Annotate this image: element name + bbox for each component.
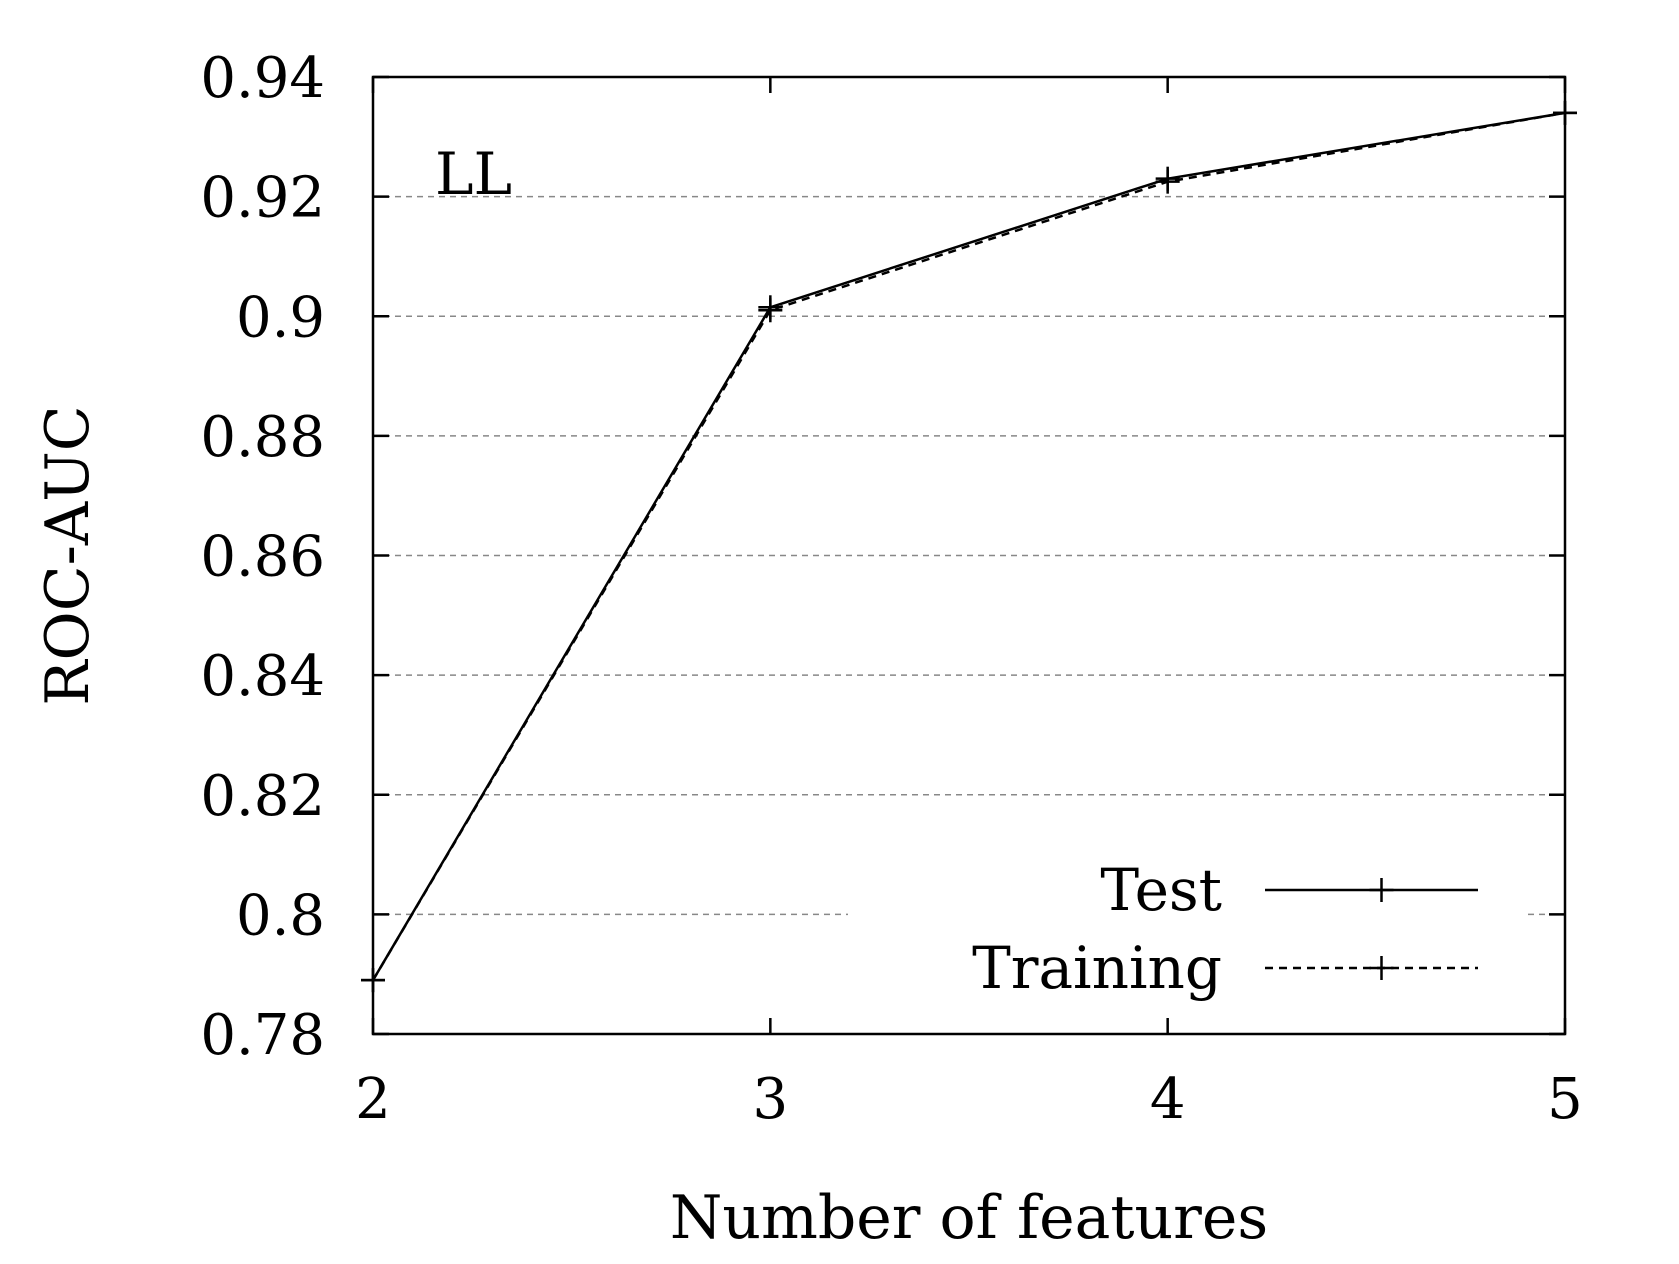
x-tick-label: 3 (753, 1067, 789, 1132)
legend-label-training: Training (972, 934, 1222, 1002)
x-tick-label: 5 (1547, 1067, 1583, 1132)
panel-annotation: LL (435, 140, 512, 208)
series-line-training (371, 111, 1566, 981)
grid-layer (373, 195, 1565, 1016)
y-tick-label: 0.88 (200, 405, 325, 470)
y-tick-label: 0.92 (200, 166, 325, 231)
y-tick-label: 0.82 (200, 764, 325, 829)
data-point-training (1155, 169, 1180, 194)
y-tick-label: 0.78 (200, 1003, 325, 1068)
tick-layer: 0.78 0.8 0.82 0.84 0.86 0.88 0.9 0.92 0.94 2 3 4 5 (200, 46, 1583, 1132)
y-tick-label: 0.9 (236, 285, 325, 350)
legend-label-test: Test (1100, 856, 1222, 924)
series-line-test (371, 111, 1566, 981)
y-tick-label: 0.84 (200, 644, 325, 709)
legend-background (848, 836, 1528, 1016)
y-tick-label: 0.86 (200, 525, 325, 590)
x-axis-title: Number of features (670, 1183, 1268, 1253)
y-tick-label: 0.94 (200, 46, 325, 111)
data-point-training (758, 298, 783, 323)
y-axis-title: ROC-AUC (33, 405, 103, 705)
x-tick-label: 4 (1150, 1067, 1186, 1132)
y-tick-label: 0.8 (236, 883, 325, 948)
legend: Test Training (972, 856, 1478, 1002)
x-tick-label: 2 (355, 1067, 391, 1132)
